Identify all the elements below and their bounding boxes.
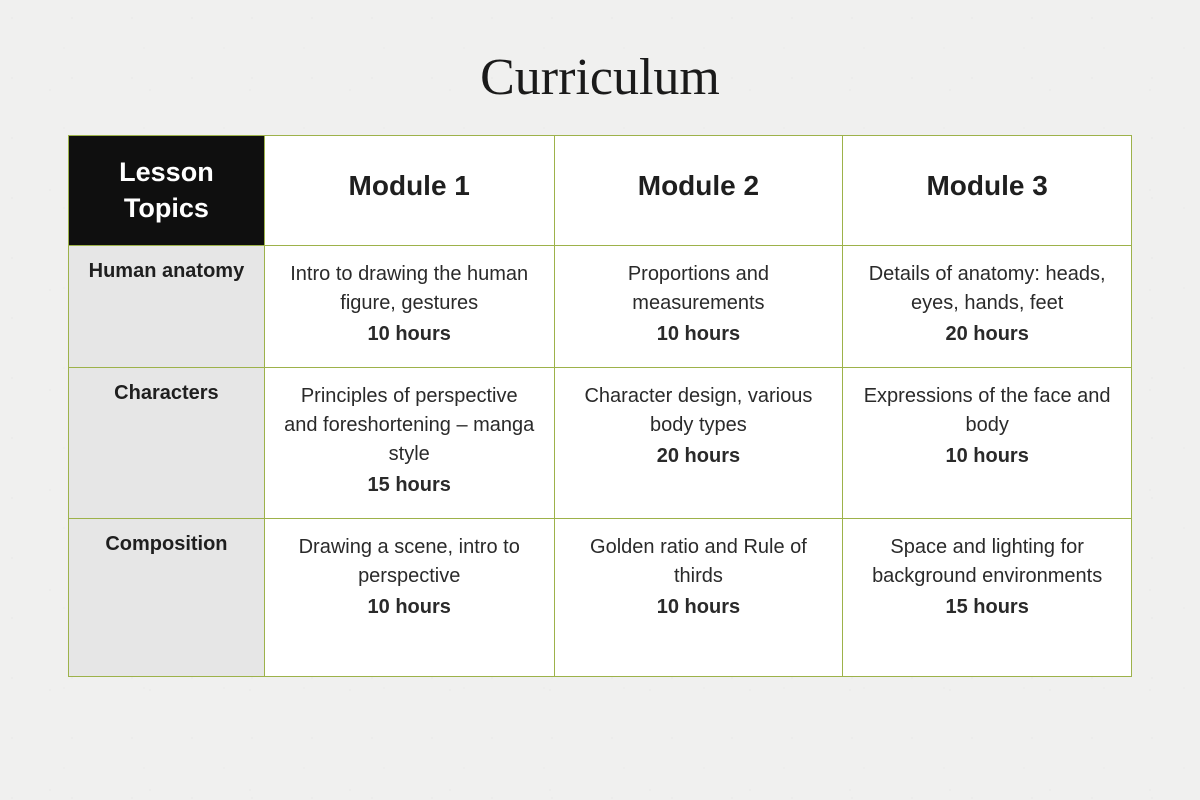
header-module-2: Module 2 [554, 136, 843, 246]
cell-desc: Proportions and measurements [573, 260, 825, 318]
cell-hours: 10 hours [861, 442, 1113, 471]
cell: Drawing a scene, intro to perspective 10… [264, 518, 554, 676]
header-corner-line1: Lesson [119, 157, 214, 187]
cell: Golden ratio and Rule of thirds 10 hours [554, 518, 843, 676]
cell: Proportions and measurements 10 hours [554, 245, 843, 367]
curriculum-table: Lesson Topics Module 1 Module 2 Module 3… [68, 135, 1132, 677]
header-module-3: Module 3 [843, 136, 1132, 246]
cell-hours: 10 hours [283, 593, 536, 622]
cell-hours: 20 hours [861, 320, 1113, 349]
cell-desc: Principles of perspective and foreshorte… [283, 382, 536, 469]
header-corner-line2: Topics [124, 193, 209, 223]
cell-hours: 15 hours [283, 471, 536, 500]
cell: Intro to drawing the human figure, gestu… [264, 245, 554, 367]
cell: Expressions of the face and body 10 hour… [843, 367, 1132, 518]
cell-desc: Golden ratio and Rule of thirds [573, 533, 825, 591]
table-row: Human anatomy Intro to drawing the human… [69, 245, 1132, 367]
cell-desc: Space and lighting for background enviro… [861, 533, 1113, 591]
header-corner: Lesson Topics [69, 136, 265, 246]
cell-hours: 10 hours [573, 593, 825, 622]
cell-desc: Drawing a scene, intro to perspective [283, 533, 536, 591]
cell-desc: Character design, various body types [573, 382, 825, 440]
cell-desc: Details of anatomy: heads, eyes, hands, … [861, 260, 1113, 318]
cell: Details of anatomy: heads, eyes, hands, … [843, 245, 1132, 367]
cell: Space and lighting for background enviro… [843, 518, 1132, 676]
table-row: Composition Drawing a scene, intro to pe… [69, 518, 1132, 676]
curriculum-table-wrap: Lesson Topics Module 1 Module 2 Module 3… [68, 135, 1132, 677]
cell-hours: 15 hours [861, 593, 1113, 622]
cell-hours: 10 hours [283, 320, 536, 349]
table-row: Characters Principles of perspective and… [69, 367, 1132, 518]
cell-desc: Intro to drawing the human figure, gestu… [283, 260, 536, 318]
cell-hours: 20 hours [573, 442, 825, 471]
cell-hours: 10 hours [573, 320, 825, 349]
topic-label: Human anatomy [69, 245, 265, 367]
header-module-1: Module 1 [264, 136, 554, 246]
topic-label: Characters [69, 367, 265, 518]
page-title: Curriculum [480, 48, 720, 107]
header-row: Lesson Topics Module 1 Module 2 Module 3 [69, 136, 1132, 246]
cell-desc: Expressions of the face and body [861, 382, 1113, 440]
cell: Principles of perspective and foreshorte… [264, 367, 554, 518]
cell: Character design, various body types 20 … [554, 367, 843, 518]
topic-label: Composition [69, 518, 265, 676]
